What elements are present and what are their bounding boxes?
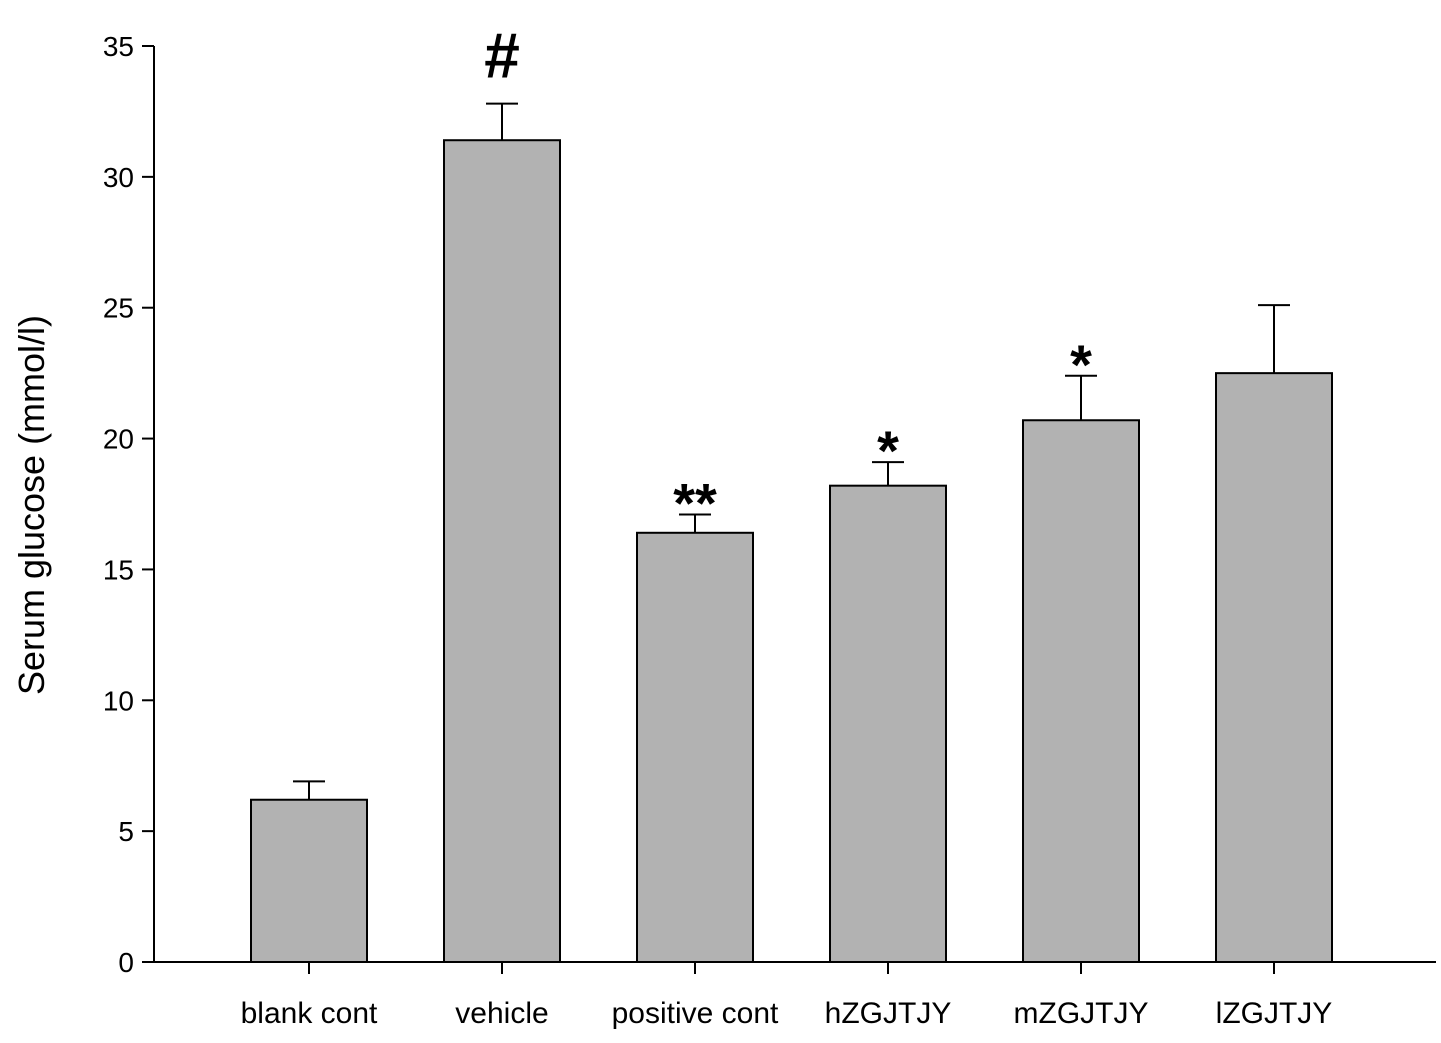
significance-annotations: #**** bbox=[484, 20, 1092, 535]
y-tick-label: 25 bbox=[103, 293, 134, 324]
y-axis: 0 5 10 15 20 25 30 35 bbox=[103, 31, 155, 978]
x-tick-label: lZGJTJY bbox=[1216, 997, 1333, 1030]
y-tick-label: 20 bbox=[103, 424, 134, 455]
significance-marker: * bbox=[877, 419, 899, 482]
y-tick-label: 10 bbox=[103, 685, 134, 716]
x-tick-label: blank cont bbox=[241, 997, 378, 1030]
x-tick-label: mZGJTJY bbox=[1014, 997, 1149, 1030]
x-tick-label: vehicle bbox=[455, 997, 548, 1030]
y-tick-label: 5 bbox=[118, 816, 134, 847]
significance-marker: * bbox=[1070, 333, 1092, 396]
bar bbox=[250, 798, 368, 963]
y-tick-label: 15 bbox=[103, 554, 134, 585]
significance-marker: ** bbox=[673, 471, 717, 534]
bar bbox=[443, 139, 561, 963]
bar bbox=[829, 484, 947, 963]
significance-marker: # bbox=[484, 20, 520, 92]
bar bbox=[1215, 372, 1333, 963]
x-tick-label: hZGJTJY bbox=[825, 997, 952, 1030]
bars bbox=[250, 139, 1333, 964]
bar bbox=[636, 531, 754, 963]
x-tick-label: positive cont bbox=[612, 997, 779, 1030]
y-tick-label: 0 bbox=[118, 947, 134, 978]
y-tick-label: 35 bbox=[103, 31, 134, 62]
error-bars bbox=[293, 102, 1290, 800]
y-tick-label: 30 bbox=[103, 162, 134, 193]
bar bbox=[1022, 419, 1140, 964]
x-axis: blank cont vehicle positive cont hZGJTJY mZG… bbox=[154, 961, 1436, 1030]
y-axis-title: Serum glucose (mmol/l) bbox=[11, 315, 52, 695]
